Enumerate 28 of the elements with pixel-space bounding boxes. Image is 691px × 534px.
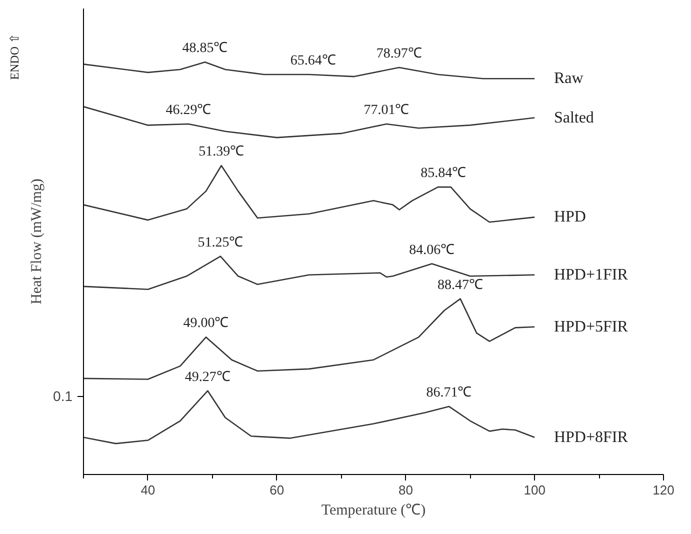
y-axis-title: Heat Flow (mW/mg) <box>29 178 46 304</box>
annotation: 77.01℃ <box>364 102 410 118</box>
annotation: 86.71℃ <box>426 385 472 400</box>
annotation: 46.29℃ <box>166 102 212 118</box>
text: 0.1 <box>53 388 73 404</box>
annotation: 65.64℃ <box>290 53 336 68</box>
annotation: 84.06℃ <box>409 242 455 258</box>
text: ENDO ⇧ <box>8 34 22 80</box>
annotation: 49.27℃ <box>184 370 230 385</box>
series-label: HPD+5FIR <box>554 318 628 336</box>
x-tick-label: 40 <box>140 482 156 498</box>
annotation: 51.25℃ <box>198 235 244 250</box>
annotation: 49.00℃ <box>183 316 229 332</box>
annotation: 51.39℃ <box>198 144 244 160</box>
annotation: 85.84℃ <box>420 166 466 182</box>
x-axis-title: Temperature (℃) <box>321 502 426 518</box>
series-label: Salted <box>554 109 594 126</box>
x-tick-label: 60 <box>270 482 284 498</box>
annotation: 48.85℃ <box>182 41 228 56</box>
series-label: HPD+1FIR <box>554 266 628 284</box>
series-label: HPD <box>554 208 586 226</box>
series-label: Raw <box>554 70 584 88</box>
series-label: HPD+8FIR <box>554 428 628 446</box>
x-tick-label: 120 <box>652 482 674 498</box>
annotation: 88.47℃ <box>438 278 484 293</box>
annotation: 78.97℃ <box>376 46 422 62</box>
x-tick-label: 100 <box>524 482 546 498</box>
x-tick-label: 80 <box>398 482 413 498</box>
